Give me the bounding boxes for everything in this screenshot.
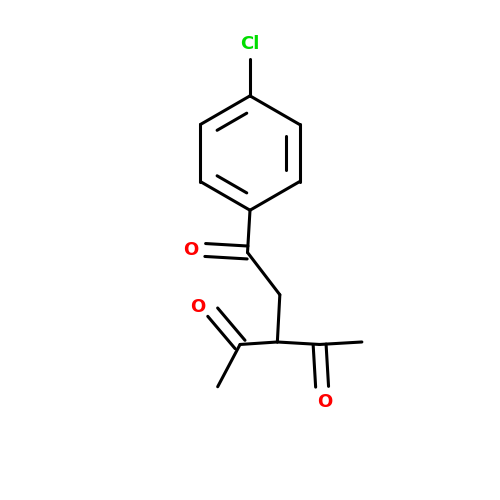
Text: O: O — [190, 298, 206, 316]
Text: O: O — [182, 241, 198, 259]
Text: Cl: Cl — [240, 34, 260, 52]
Text: O: O — [317, 392, 332, 410]
